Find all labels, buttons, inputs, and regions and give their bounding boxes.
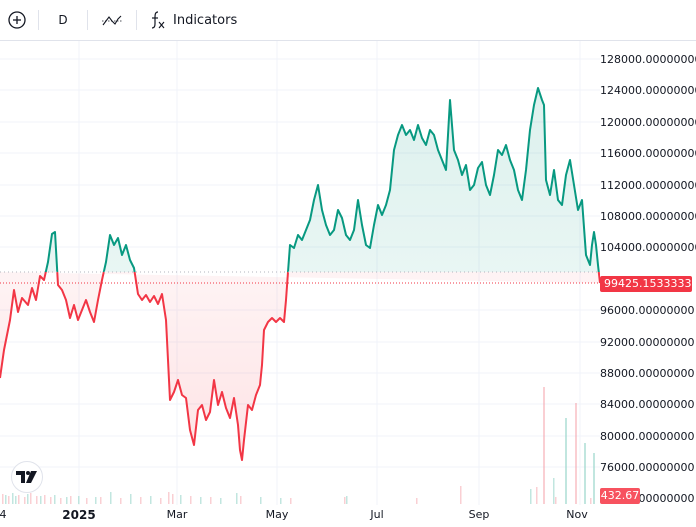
toolbar-divider (87, 10, 88, 30)
price-tick: 116000.00000000 (600, 147, 696, 160)
chart-canvas[interactable] (0, 41, 696, 508)
price-tick: 80000.00000000 (600, 430, 695, 443)
time-tick: Mar (166, 508, 188, 521)
time-tick: Jul (370, 508, 384, 521)
toolbar-divider (136, 10, 137, 30)
current-price-badge: 99425.15333333 (600, 276, 696, 292)
time-tick: Sep (468, 508, 490, 521)
interval-button[interactable]: D (43, 5, 83, 35)
price-tick: 104000.00000000 (600, 241, 696, 254)
price-tick: 120000.00000000 (600, 116, 696, 129)
up-fill-area (0, 88, 600, 272)
add-symbol-button[interactable] (0, 5, 34, 35)
indicators-label: Indicators (173, 12, 238, 28)
top-toolbar: D Indicators (0, 0, 696, 41)
time-tick: Nov (566, 508, 588, 521)
tradingview-logo-icon (16, 471, 37, 483)
toolbar-divider (38, 10, 39, 30)
interval-label: D (58, 13, 68, 27)
plus-circle-icon (8, 11, 26, 29)
volume-histogram (2, 387, 595, 504)
chart-type-button[interactable] (92, 5, 132, 35)
current-volume-badge: 432.67 (600, 488, 640, 504)
price-tick: 96000.00000000 (600, 304, 695, 317)
price-tick: 88000.00000000 (600, 367, 695, 380)
tradingview-logo[interactable] (11, 461, 43, 493)
price-tick: 128000.00000000 (600, 53, 696, 66)
price-tick: 84000.00000000 (600, 398, 695, 411)
baseline-chart-icon (102, 15, 122, 26)
price-tick: 112000.00000000 (600, 179, 696, 192)
indicators-button[interactable]: Indicators (141, 5, 245, 35)
time-tick: 4 (0, 508, 7, 521)
price-tick: 108000.00000000 (600, 210, 696, 223)
price-tick: 124000.00000000 (600, 84, 696, 97)
time-tick: 2025 (62, 508, 96, 522)
price-tick: 76000.00000000 (600, 461, 695, 474)
fx-icon (151, 11, 165, 29)
time-tick: May (265, 508, 289, 521)
price-line-up (44, 87, 600, 272)
price-tick: 92000.00000000 (600, 336, 695, 349)
